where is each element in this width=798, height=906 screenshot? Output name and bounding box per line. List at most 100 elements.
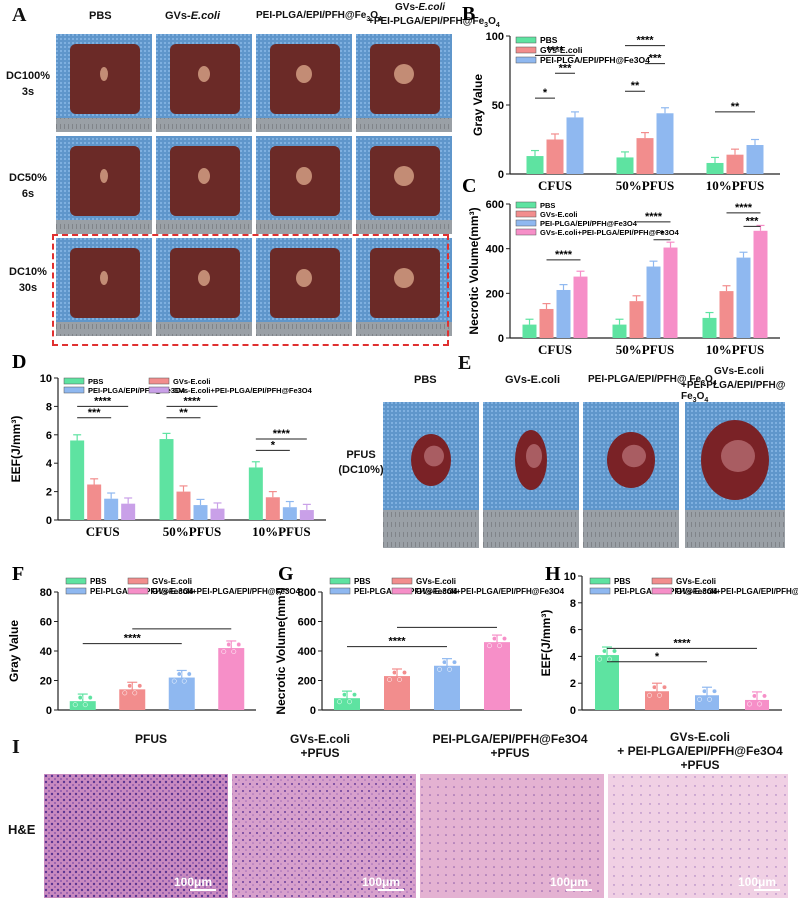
scale-bar-label: 100μm	[362, 875, 400, 889]
legend-swatch	[651, 577, 673, 585]
bar	[573, 276, 588, 338]
legend-swatch	[65, 587, 87, 595]
ruler	[56, 220, 152, 234]
legend-label: PBS	[354, 577, 371, 586]
bar	[265, 497, 280, 520]
bar	[695, 695, 719, 710]
he-image-4	[608, 774, 788, 898]
panel-i-col-3: PEI-PLGA/EPI/PFH@Fe3O4 +PFUS	[432, 732, 588, 760]
legend-label: GVs-E.coli+PEI-PLGA/EPI/PFH@Fe3O4	[416, 587, 565, 596]
data-point	[597, 656, 602, 662]
panel-e-col-gvs: GVs-E.coli	[505, 374, 561, 386]
ruler	[483, 510, 579, 548]
ruler	[156, 322, 252, 336]
legend-swatch	[391, 587, 413, 595]
legend-swatch	[515, 36, 537, 44]
panel-e-col-combo-l1: GVs-E.coli	[714, 366, 765, 377]
y-tick-label: 10	[564, 571, 576, 583]
data-point	[437, 666, 442, 672]
panel-a-col-combo-l2: +PEI-PLGA/EPI/PFH@Fe3O4	[368, 16, 500, 29]
data-point	[337, 699, 342, 705]
tumor-highlight	[424, 445, 444, 467]
panel-letter: D	[12, 351, 26, 373]
data-point	[702, 688, 707, 694]
legend-swatch	[515, 219, 537, 227]
data-point	[707, 696, 712, 702]
data-point	[87, 695, 93, 701]
bar	[556, 289, 571, 338]
ruler	[356, 220, 452, 234]
ablation-spot	[394, 64, 414, 84]
bar	[719, 291, 734, 338]
x-tick-label: CFUS	[538, 342, 572, 357]
bar	[636, 138, 654, 174]
ruler	[256, 118, 352, 132]
x-tick-label: 50%PFUS	[616, 342, 675, 357]
legend-label: PBS	[540, 35, 558, 45]
data-point	[387, 677, 392, 683]
panel-a-photo-grid	[56, 34, 452, 336]
legend-label: PBS	[614, 577, 631, 586]
bar	[87, 484, 102, 520]
data-point	[342, 692, 347, 698]
data-point	[487, 643, 492, 649]
data-point	[231, 649, 237, 655]
ruler	[256, 322, 352, 336]
data-point	[497, 643, 502, 649]
bar	[104, 498, 119, 520]
scale-bar-label: 100μm	[174, 875, 212, 889]
data-point	[602, 648, 607, 654]
data-point	[752, 693, 757, 699]
legend-label: GVs-E.coli+PEI-PLGA/EPI/PFH@Fe3O4	[676, 587, 798, 596]
panel-i-letter: I	[12, 736, 20, 758]
data-point	[77, 695, 83, 701]
panel-a-row-1-label: DC100% 3s	[5, 70, 51, 98]
panel-a-row-2-label: DC50% 6s	[9, 172, 47, 200]
y-tick-label: 8	[46, 401, 52, 413]
data-point	[226, 642, 232, 647]
panel-i-histology-grid: 100μm 100μm 100μm 100μm	[44, 774, 788, 898]
sig-label: *	[271, 439, 276, 451]
data-point	[122, 690, 128, 696]
data-point	[607, 656, 612, 662]
legend-swatch	[63, 386, 85, 394]
y-tick-label: 400	[486, 244, 504, 256]
bar	[522, 324, 537, 338]
legend-swatch	[589, 577, 611, 585]
bar	[702, 317, 717, 338]
data-point	[442, 659, 447, 665]
legend-label: GVs-E.coli	[173, 377, 211, 386]
legend-label: GVs-E.coli	[676, 577, 716, 586]
chart-F: 0 20 40 60 80 Gray Value F PBS GVs-E.coliPEI-PLG…	[7, 563, 301, 717]
legend-swatch	[329, 587, 351, 595]
y-axis-label: EEF(J/mm³)	[539, 610, 553, 677]
y-tick-label: 8	[570, 598, 576, 610]
data-point	[647, 692, 652, 698]
sig-label: ****	[645, 211, 663, 223]
bar	[736, 257, 751, 338]
panel-i-col-4: GVs-E.coli + PEI-PLGA/EPI/PFH@Fe3O4 +PFUS	[617, 730, 783, 772]
sig-label: ***	[746, 215, 760, 227]
sig-label: **	[631, 80, 640, 92]
data-point	[662, 684, 667, 690]
ablation-spot	[296, 269, 312, 287]
legend-label: GVs-E.coli	[540, 210, 578, 219]
y-axis-label: Necrotic Volume(mm³)	[274, 587, 288, 714]
y-tick-label: 40	[40, 646, 52, 658]
ruler	[156, 220, 252, 234]
panel-letter: H	[545, 563, 561, 585]
x-tick-label: CFUS	[86, 524, 120, 539]
bar	[646, 266, 661, 338]
panel-a-col-gvs: GVs-E.coli	[165, 10, 221, 22]
panel-a-col-pbs: PBS	[89, 10, 112, 22]
y-tick-label: 0	[498, 333, 504, 345]
y-axis-label: EEF(J/mm³)	[9, 416, 23, 483]
legend-swatch	[515, 201, 537, 209]
bar	[656, 113, 674, 174]
sig-label: ****	[388, 636, 406, 648]
y-axis-label: Gray Value	[7, 620, 21, 682]
data-point	[82, 702, 88, 708]
legend-label: PBS	[540, 201, 555, 210]
y-axis-label: Necrotic Volume(mm³)	[467, 207, 481, 334]
